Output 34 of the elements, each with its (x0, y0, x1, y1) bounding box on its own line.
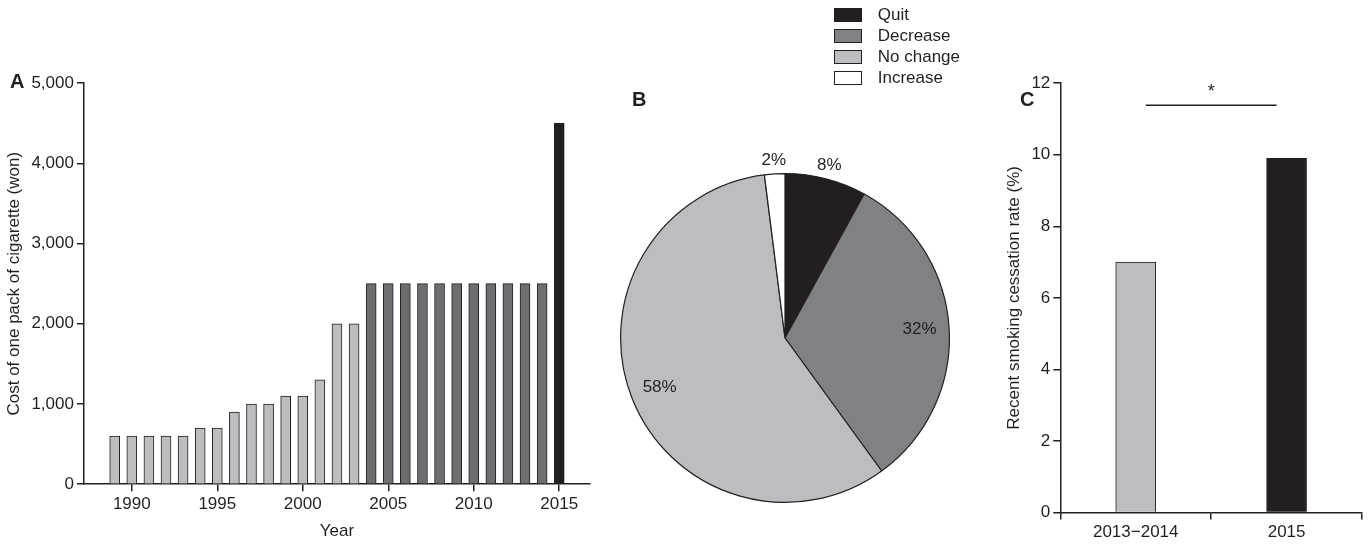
legend-label: Decrease (877, 25, 951, 46)
x-tick-label: 2010 (454, 494, 493, 514)
text: B (632, 88, 647, 111)
data-label: 58% (642, 377, 677, 397)
x-tick-label: 2015 (540, 494, 579, 514)
y-tick-label: 0 (64, 473, 74, 493)
y-axis-title: Cost of one pack of cigarette (won) (3, 151, 23, 416)
y-tick-label: 6 (1040, 287, 1051, 307)
data-label: 8% (817, 154, 842, 174)
y-tick-label: 4,000 (31, 153, 74, 173)
legend-label: No change (877, 46, 960, 67)
x-tick-label: 2000 (283, 494, 322, 514)
y-tick-label: 3,000 (31, 233, 74, 253)
legend-label: Increase (877, 67, 943, 88)
y-tick-label: 10 (1031, 144, 1051, 164)
legend-label: Quit (877, 4, 909, 25)
y-tick-label: 5,000 (31, 72, 74, 92)
x-tick-label: 1995 (198, 494, 237, 514)
y-tick-label: 2,000 (31, 313, 74, 333)
data-label: 32% (902, 319, 937, 339)
chart-title: A (10, 70, 25, 93)
y-tick-label: 8 (1040, 216, 1051, 236)
x-axis-title: Year (319, 521, 355, 541)
y-tick-label: 4 (1040, 359, 1051, 379)
y-axis-title: Recent smoking cessation rate (%) (1003, 166, 1023, 430)
x-tick-label: 2013−2014 (1092, 522, 1179, 542)
x-tick-label: 2005 (369, 494, 408, 514)
y-tick-label: 2 (1040, 430, 1051, 450)
annotation: * (1207, 81, 1215, 102)
x-tick-label: 1990 (112, 494, 151, 514)
x-tick-label: 2015 (1267, 522, 1306, 542)
y-tick-label: 1,000 (31, 393, 74, 413)
y-tick-label: 0 (1040, 502, 1051, 522)
data-label: 2% (761, 149, 787, 169)
